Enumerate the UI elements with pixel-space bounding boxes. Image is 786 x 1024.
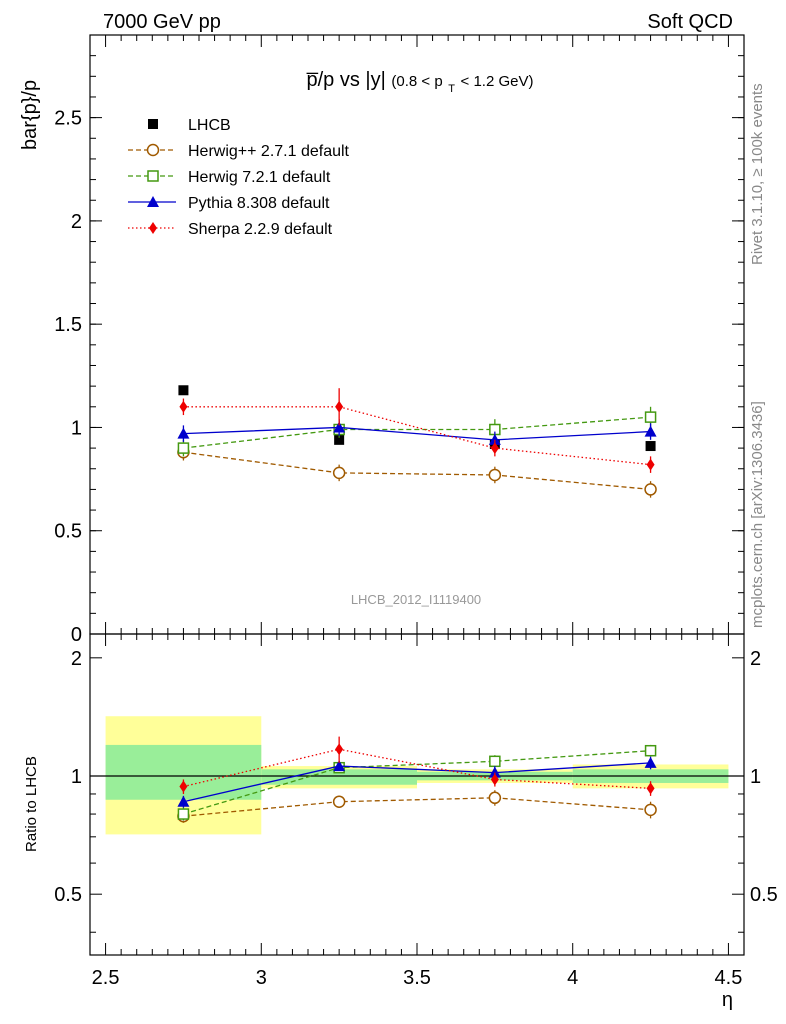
legend-marker — [149, 222, 157, 234]
main-title: p̅/p vs |y| (0.8 < p T < 1.2 GeV) — [306, 69, 533, 97]
data-point — [646, 782, 655, 795]
legend-marker — [147, 170, 159, 182]
mcplots-label: mcplots.cern.ch [arXiv:1306.3436] — [749, 401, 766, 628]
panel-inner — [177, 385, 657, 498]
y-tick-label: 2 — [71, 648, 82, 670]
data-point — [488, 433, 501, 445]
data-point — [335, 743, 344, 756]
data-point — [644, 756, 657, 768]
main-title-unit: < 1.2 GeV) — [461, 73, 534, 90]
band-inner — [261, 769, 417, 785]
data-point — [488, 468, 502, 482]
data-point — [334, 434, 345, 445]
data-point — [177, 795, 190, 807]
legend-item: Herwig++ 2.7.1 default — [128, 143, 350, 160]
legend-label: Herwig 7.2.1 default — [188, 169, 331, 186]
data-point — [335, 400, 344, 413]
series-line — [183, 426, 651, 441]
y-tick-label-right: 1 — [750, 766, 761, 788]
legend-marker — [146, 143, 160, 157]
data-point — [332, 795, 346, 808]
data-point — [177, 442, 190, 454]
legend: LHCB Herwig++ 2.7.1 default Herwig 7.2.1 d… — [128, 117, 350, 238]
data-point — [490, 773, 499, 786]
y-tick-label: 1.5 — [54, 314, 82, 336]
main-panel: 0 0.5 1 1.5 2 2.5 — [54, 34, 745, 646]
data-point — [646, 458, 655, 471]
y-tick-label: 0 — [71, 624, 82, 646]
data-point — [488, 791, 502, 805]
y-tick-label: 2 — [71, 211, 82, 233]
data-point — [644, 411, 657, 423]
analysis-id: LHCB_2012_I1119400 — [351, 592, 481, 607]
legend-item: Sherpa 2.2.9 default — [128, 221, 333, 238]
y-tick-label: 2.5 — [54, 108, 82, 130]
main-title-cut: (0.8 < p — [391, 73, 442, 90]
legend-label: Herwig++ 2.7.1 default — [188, 143, 350, 160]
main-title-sub: T — [448, 83, 455, 95]
y-tick-label: 0.5 — [54, 521, 82, 543]
legend-label: Pythia 8.308 default — [188, 195, 330, 212]
x-tick-label: 3 — [256, 967, 267, 989]
ratio-panel: 0.5 0.5 1 1 2 2 2.5 3 3.5 4 4.5 — [54, 633, 778, 989]
ratio-ylabel: Ratio to LHCB — [23, 756, 40, 852]
series-line — [183, 750, 651, 815]
legend-item: Herwig 7.2.1 default — [128, 169, 331, 186]
x-tick-label: 3.5 — [403, 967, 431, 989]
data-point — [177, 427, 190, 439]
rivet-label: Rivet 3.1.10, ≥ 100k events — [749, 83, 766, 265]
series-line — [183, 748, 651, 790]
header-right: Soft QCD — [647, 11, 733, 33]
data-point — [644, 744, 657, 757]
data-point — [333, 760, 346, 772]
x-tick-label: 2.5 — [92, 967, 120, 989]
x-tick-label: 4.5 — [715, 967, 743, 989]
x-axis-label: η — [722, 989, 733, 1011]
y-tick-label-right: 2 — [750, 648, 761, 670]
data-point — [177, 808, 190, 820]
series-line — [183, 406, 651, 466]
data-point — [644, 803, 657, 817]
main-ylabel: bar{p}/p — [19, 80, 41, 150]
header-left: 7000 GeV pp — [103, 11, 221, 33]
data-point — [333, 421, 346, 433]
data-point — [488, 766, 501, 778]
data-point — [178, 385, 189, 396]
legend-label: Sherpa 2.2.9 default — [188, 221, 333, 238]
main-title-main: p̅/p vs |y| — [306, 69, 385, 91]
legend-marker — [148, 119, 158, 129]
panel-inner — [90, 716, 744, 835]
x-tick-label: 4 — [567, 967, 578, 989]
data-point — [489, 755, 501, 768]
legend-marker — [147, 196, 159, 207]
series-line — [183, 416, 651, 449]
data-point — [179, 400, 188, 413]
data-point — [332, 466, 346, 480]
data-point — [644, 425, 657, 437]
y-tick-label: 0.5 — [54, 884, 82, 906]
legend-item: Pythia 8.308 default — [128, 195, 330, 212]
y-tick-label: 1 — [71, 766, 82, 788]
legend-item: LHCB — [148, 117, 231, 134]
data-point — [179, 780, 188, 793]
legend-label: LHCB — [188, 117, 231, 134]
y-tick-label: 1 — [71, 417, 82, 439]
series-line — [183, 451, 651, 491]
data-point — [645, 441, 656, 452]
data-point — [490, 442, 499, 455]
series-line — [183, 762, 651, 803]
data-point — [644, 483, 657, 496]
y-tick-label-right: 0.5 — [750, 884, 778, 906]
series-line — [183, 797, 651, 817]
